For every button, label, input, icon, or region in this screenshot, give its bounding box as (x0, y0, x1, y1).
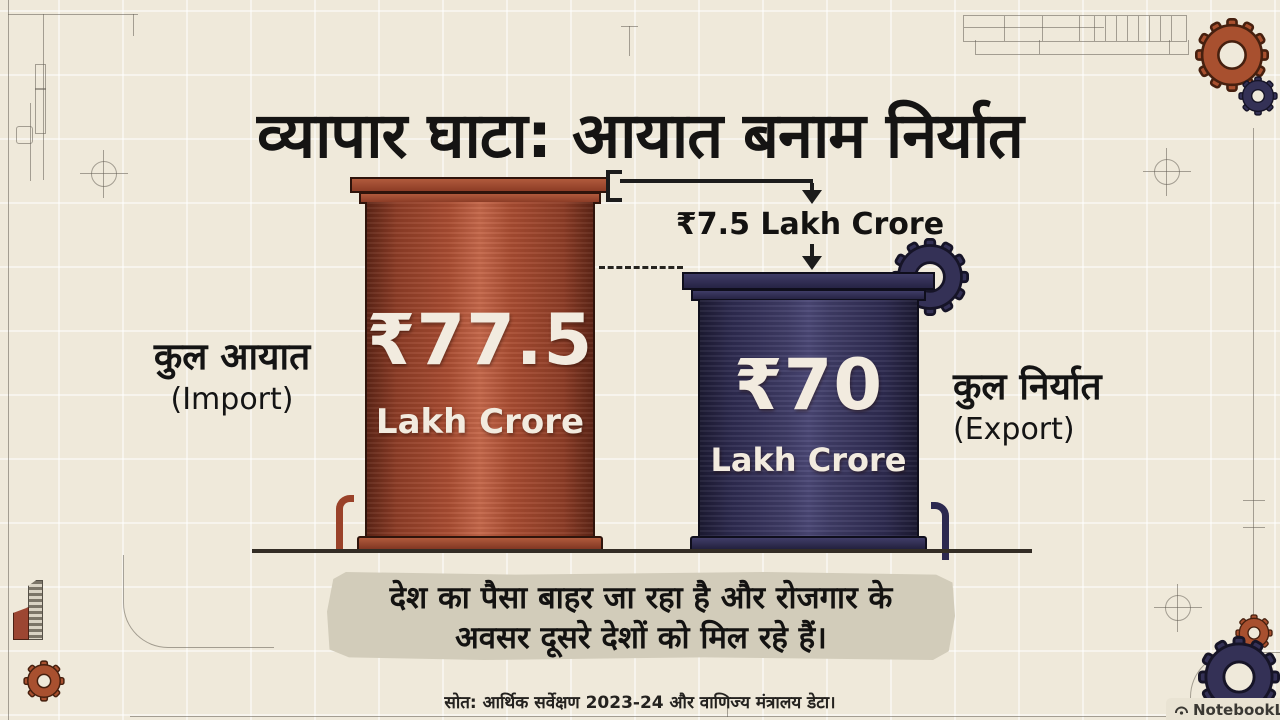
baseline (252, 549, 1032, 553)
import-label: कुल आयात (Import) (128, 335, 336, 419)
message-line-2: अवसर दूसरे देशों को मिल रहे हैं। (455, 620, 827, 656)
blueprint-ruler-subrow (975, 40, 1189, 55)
export-bar-cap (682, 272, 935, 290)
arrow-down-icon (802, 256, 822, 270)
crosshair-mark (1143, 148, 1191, 196)
import-value: ₹77.5 (366, 299, 594, 381)
blueprint-detail-rect (35, 88, 46, 134)
arrow-down-icon (802, 190, 822, 204)
gear-icon (1238, 76, 1278, 116)
blueprint-bottom-tick (727, 705, 728, 717)
watermark-badge: NotebookLM (1166, 698, 1280, 720)
crosshair-mark (1154, 584, 1202, 632)
level-dashed-line (599, 266, 683, 269)
blueprint-top-center-tick (629, 26, 630, 56)
blueprint-top-left-vline (43, 14, 44, 180)
difference-connector-line (620, 179, 813, 183)
export-label-english: (Export) (953, 412, 1075, 447)
blueprint-detail-rect (35, 64, 46, 90)
export-bar-body (698, 300, 919, 538)
import-unit: Lakh Crore (375, 402, 585, 442)
export-unit: Lakh Crore (710, 441, 907, 479)
blueprint-ruler-block (963, 15, 1187, 42)
notebooklm-logo-icon (1174, 706, 1189, 715)
difference-arrow-stem (810, 244, 814, 258)
export-label: कुल निर्यात (Export) (953, 365, 1163, 449)
page-title: व्यापार घाटा: आयात बनाम निर्यात (257, 99, 1024, 173)
building-icon (28, 580, 43, 640)
import-bar-cap (350, 177, 610, 193)
export-bar: ₹70 Lakh Crore (682, 272, 949, 560)
import-label-english: (Import) (170, 382, 294, 417)
message-line-1: देश का पैसा बाहर जा रहा है और रोजगार के (389, 580, 893, 616)
import-label-hindi: कुल आयात (153, 335, 311, 378)
blueprint-top-left-hline (8, 14, 138, 15)
blueprint-top-center-hline (621, 26, 638, 27)
export-label-hindi: कुल निर्यात (953, 365, 1102, 408)
blueprint-right-tick (1243, 527, 1265, 528)
blueprint-top-left-vline-2 (133, 14, 134, 36)
export-value: ₹70 (733, 344, 884, 426)
blueprint-corner-curve-bl (123, 555, 274, 648)
difference-label: ₹7.5 Lakh Crore (675, 207, 945, 242)
bracket-mark (606, 198, 622, 202)
difference-arrow-stem (810, 183, 814, 191)
bracket-mark (606, 170, 622, 174)
import-bar-body (365, 202, 595, 538)
building-icon (13, 607, 29, 640)
blueprint-clamp-mark (16, 126, 33, 144)
message-band: देश का पैसा बाहर जा रहा है और रोजगार के … (327, 572, 955, 660)
export-bar-handle (931, 502, 949, 560)
bracket-mark (606, 170, 610, 202)
import-bar-handle (336, 495, 354, 552)
source-note: सोत: आर्थिक सर्वेक्षण 2023-24 और वाणिज्य… (444, 693, 836, 713)
crosshair-mark (80, 150, 128, 198)
blueprint-left-border-line (8, 0, 9, 720)
watermark-text: NotebookLM (1193, 701, 1280, 719)
blueprint-right-tick (1243, 500, 1265, 501)
blueprint-right-vline (1253, 128, 1254, 620)
import-bar: ₹77.5 Lakh Crore (336, 177, 610, 552)
blueprint-bottom-hline (130, 716, 1280, 717)
